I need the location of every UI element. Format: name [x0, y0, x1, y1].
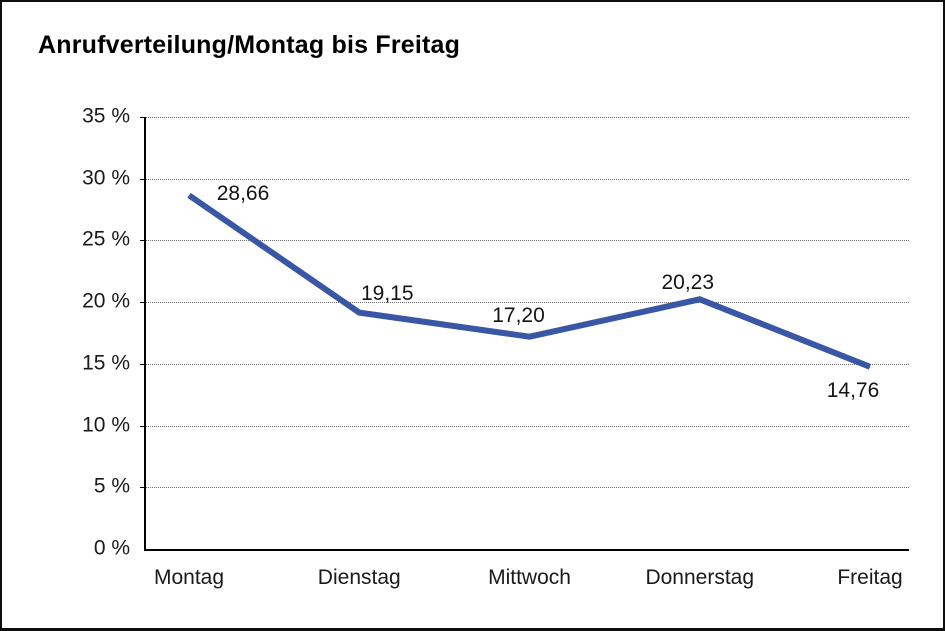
gridline	[146, 240, 909, 242]
data-point-label: 19,15	[360, 281, 414, 305]
x-category-label: Dienstag	[317, 566, 401, 589]
y-tick-label: 30 %	[82, 166, 130, 190]
data-point-label: 17,20	[492, 303, 545, 327]
y-axis-tick	[140, 487, 145, 489]
y-tick-label: 10 %	[82, 413, 130, 437]
y-tick-label: 0 %	[93, 536, 130, 560]
y-tick-label: 25 %	[82, 227, 130, 251]
data-point-label: 28,66	[216, 182, 270, 206]
gridline	[146, 178, 909, 180]
x-category-label: Montag	[153, 566, 225, 589]
line-series	[187, 192, 872, 370]
data-line	[187, 192, 872, 370]
x-category-label: Donnerstag	[645, 566, 755, 589]
y-tick-label: 20 %	[82, 289, 130, 313]
y-tick-label: 35 %	[82, 104, 130, 128]
x-category-label: Mittwoch	[488, 566, 571, 589]
gridline	[146, 425, 909, 427]
x-category-label: Freitag	[837, 566, 903, 589]
y-tick-label: 15 %	[82, 351, 130, 375]
chart-title: Anrufverteilung/Montag bis Freitag	[38, 31, 461, 59]
y-axis-tick	[140, 178, 145, 180]
y-axis-tick	[140, 302, 145, 304]
y-axis-tick	[140, 363, 145, 365]
y-axis-tick	[140, 240, 145, 242]
gridline	[146, 117, 909, 118]
y-axis-tick	[140, 117, 145, 118]
data-point-label: 20,23	[661, 271, 715, 295]
plot-area: 35 % 30 % 25 % 20 % 15 % 10 % 5 % 0 % Montag Dien…	[82, 105, 909, 589]
y-tick-label: 5 %	[93, 474, 130, 498]
y-axis-tick	[140, 425, 145, 427]
gridline	[146, 487, 909, 489]
gridline	[146, 302, 909, 304]
gridline	[146, 363, 909, 365]
data-point-label: 14,76	[826, 378, 880, 402]
